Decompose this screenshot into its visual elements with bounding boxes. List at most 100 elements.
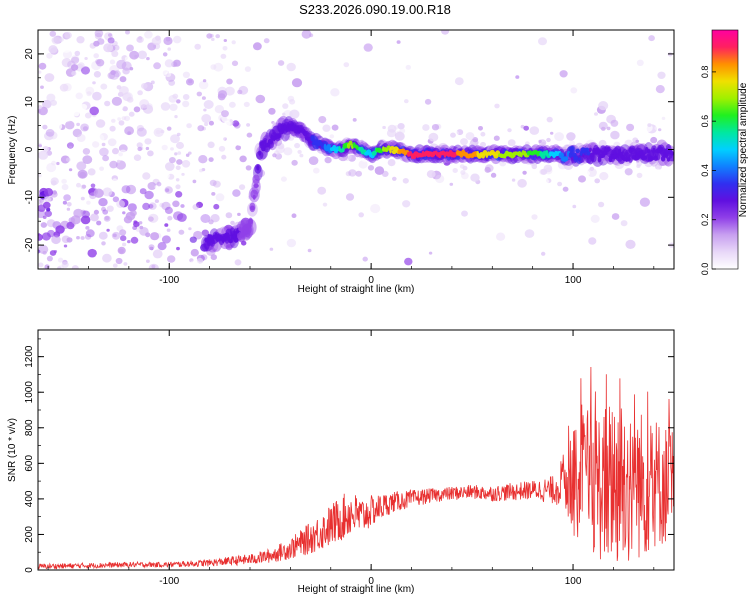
heatmap-cell bbox=[125, 184, 137, 195]
heatmap-cell bbox=[120, 235, 127, 242]
heatmap-cell bbox=[46, 255, 53, 262]
heatmap-cell bbox=[370, 203, 381, 214]
heatmap-cell bbox=[460, 170, 466, 175]
ridge-cell bbox=[233, 237, 239, 243]
heatmap-cell bbox=[148, 244, 155, 250]
heatmap-cell bbox=[225, 212, 233, 219]
heatmap-cell bbox=[121, 185, 131, 194]
heatmap-cell bbox=[272, 153, 277, 158]
heatmap-cell bbox=[289, 99, 296, 105]
heatmap-cell bbox=[426, 170, 436, 179]
heatmap-cell bbox=[399, 128, 406, 134]
ridge-cell bbox=[666, 157, 671, 162]
heatmap-cell bbox=[144, 138, 152, 145]
heatmap-cell bbox=[414, 128, 422, 136]
heatmap-cell bbox=[500, 172, 510, 181]
heatmap-cell bbox=[148, 204, 154, 209]
heatmap-cell bbox=[44, 73, 55, 82]
heatmap-cell bbox=[585, 139, 596, 149]
heatmap-cell bbox=[284, 134, 291, 141]
heatmap-cell bbox=[56, 161, 60, 166]
heatmap-cell bbox=[208, 219, 214, 225]
heatmap-cell bbox=[218, 145, 226, 152]
heatmap-cell bbox=[99, 166, 104, 171]
heatmap-cell bbox=[185, 153, 190, 157]
heatmap-cell bbox=[147, 150, 154, 157]
heatmap-cell bbox=[245, 165, 252, 171]
ridge-cell bbox=[595, 147, 601, 154]
heatmap-cell bbox=[95, 253, 102, 260]
heatmap-cell bbox=[139, 188, 147, 195]
ridge-cell bbox=[380, 149, 383, 154]
heatmap-cell bbox=[118, 104, 124, 110]
heatmap-cell bbox=[46, 219, 56, 228]
heatmap-cell bbox=[470, 173, 480, 182]
heatmap-cell bbox=[101, 206, 106, 212]
heatmap-cell bbox=[535, 30, 543, 36]
heatmap-cell bbox=[196, 91, 202, 97]
heatmap-cell bbox=[382, 125, 386, 130]
heatmap-cell bbox=[148, 263, 159, 269]
heatmap-cell bbox=[188, 79, 193, 84]
heatmap-cell bbox=[122, 211, 126, 215]
snr-plot-area bbox=[38, 330, 674, 570]
heatmap-cell bbox=[484, 166, 491, 173]
ridge-cell bbox=[250, 205, 255, 211]
heatmap-cell bbox=[146, 57, 150, 61]
heatmap-cell bbox=[402, 200, 411, 208]
heatmap-cell bbox=[133, 106, 141, 113]
ridge-cell bbox=[573, 156, 579, 161]
heatmap-cell bbox=[626, 123, 635, 132]
heatmap-cell bbox=[112, 178, 118, 183]
heatmap-cell bbox=[116, 200, 125, 208]
heatmap-cell bbox=[355, 170, 363, 177]
heatmap-cell bbox=[394, 130, 403, 138]
heatmap-cell bbox=[550, 131, 554, 135]
heatmap-cell bbox=[178, 229, 185, 235]
heatmap-cell bbox=[554, 132, 564, 142]
heatmap-cell bbox=[525, 141, 530, 146]
heatmap-cell bbox=[210, 254, 217, 261]
heatmap-cell bbox=[176, 132, 181, 137]
heatmap-cell bbox=[90, 183, 96, 188]
heatmap-cell bbox=[654, 125, 660, 131]
heatmap-cell bbox=[480, 141, 486, 148]
heatmap-cell bbox=[49, 30, 57, 37]
heatmap-cell bbox=[435, 174, 445, 184]
heatmap-cell bbox=[282, 112, 286, 116]
heatmap-cell bbox=[221, 110, 229, 118]
heatmap-cell bbox=[164, 186, 173, 194]
heatmap-cell bbox=[657, 71, 666, 80]
heatmap-cell bbox=[322, 124, 331, 132]
heatmap-cell bbox=[343, 62, 350, 68]
heatmap-cell bbox=[74, 50, 81, 57]
y-tick-label: 600 bbox=[24, 455, 35, 472]
heatmap-cell bbox=[208, 120, 214, 126]
heatmap-cell bbox=[93, 71, 101, 78]
heatmap-cell bbox=[80, 196, 85, 201]
heatmap-cell bbox=[239, 155, 247, 163]
heatmap-cell bbox=[134, 54, 138, 58]
heatmap-cell bbox=[507, 128, 512, 133]
heatmap-cell bbox=[611, 213, 620, 220]
heatmap-cell bbox=[282, 103, 289, 109]
heatmap-cell bbox=[215, 34, 220, 39]
heatmap-cell bbox=[164, 223, 169, 227]
heatmap-cell bbox=[472, 137, 479, 143]
ridge-cell bbox=[606, 146, 611, 152]
ridge-cell bbox=[261, 146, 266, 152]
heatmap-cell bbox=[51, 160, 57, 166]
heatmap-cell bbox=[162, 52, 168, 57]
heatmap-cell bbox=[38, 105, 43, 109]
heatmap-cell bbox=[289, 109, 300, 119]
heatmap-cell bbox=[76, 134, 86, 142]
heatmap-cell bbox=[130, 210, 137, 217]
heatmap-cell bbox=[76, 182, 81, 188]
heatmap-cell bbox=[582, 170, 590, 177]
heatmap-cell bbox=[176, 159, 183, 165]
heatmap-cell bbox=[125, 30, 130, 35]
heatmap-cell bbox=[598, 121, 608, 130]
heatmap-cell bbox=[112, 44, 120, 51]
heatmap-cell bbox=[286, 238, 297, 248]
ridge-cell bbox=[642, 155, 648, 160]
